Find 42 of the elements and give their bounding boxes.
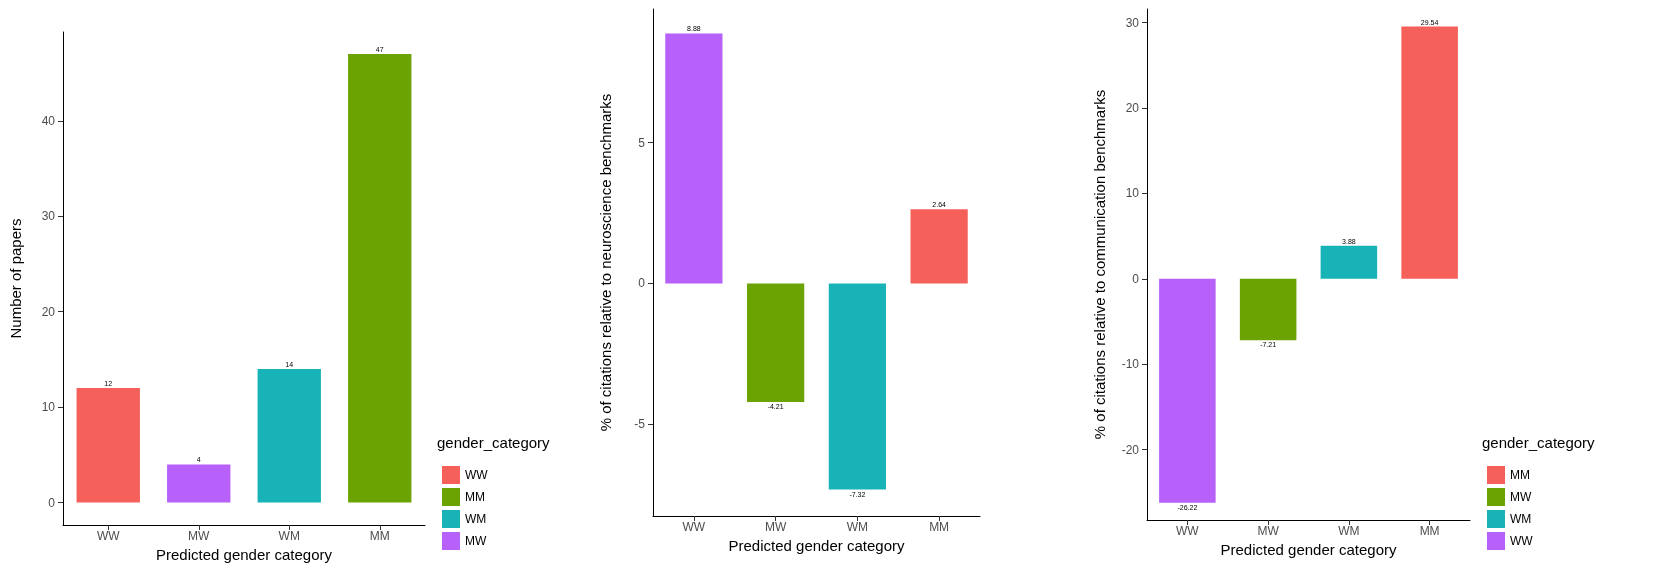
y-tick-label: 30	[41, 209, 56, 224]
y-tick-label: 0	[638, 276, 646, 291]
x-tick-label: MW	[188, 529, 211, 543]
bar	[910, 209, 968, 284]
y-axis-title: % of citations relative to communication benchmarks	[1091, 89, 1108, 440]
y-tick-label: -5	[634, 417, 646, 432]
y-tick-label: 0	[48, 495, 56, 510]
y-tick-label: -10	[1121, 357, 1140, 372]
y-tick-label: 30	[1125, 15, 1140, 30]
x-tick-label: MW	[764, 520, 787, 534]
y-tick-label: 20	[1125, 101, 1140, 116]
y-tick-label: 0	[1132, 271, 1140, 286]
legend-label: WW	[465, 468, 489, 482]
bar	[828, 283, 886, 490]
y-tick-label: 5	[638, 135, 646, 150]
y-axis-title: % of citations relative to neuroscience benchmarks	[597, 93, 614, 432]
legend-title: gender_category	[437, 434, 551, 451]
y-axis-title: Number of papers	[7, 218, 24, 339]
y-tick-label: 10	[1125, 186, 1140, 201]
x-tick-label: WM	[278, 529, 300, 543]
legend-label: MW	[1510, 490, 1532, 504]
y-tick-label: 10	[41, 400, 56, 415]
bar	[747, 283, 805, 402]
x-tick-label: WM	[846, 520, 869, 534]
x-tick-label: MM	[929, 520, 950, 534]
x-tick-label: WW	[1176, 524, 1200, 538]
legend-label: MM	[1510, 468, 1530, 482]
x-axis-title: Predicted gender category	[156, 545, 333, 563]
y-tick-label: 40	[41, 113, 56, 128]
x-tick-label: MM	[369, 529, 390, 543]
x-tick-label: WM	[1338, 524, 1360, 538]
x-tick-label: WW	[96, 529, 121, 543]
bar	[665, 33, 723, 284]
x-axis-title: Predicted gender category	[1220, 540, 1397, 558]
x-tick-label: MW	[1257, 524, 1280, 538]
legend-title: gender_category	[1482, 434, 1596, 451]
y-tick-label: 20	[41, 304, 56, 319]
x-tick-label: WW	[682, 520, 706, 534]
x-axis-title: Predicted gender category	[728, 536, 905, 554]
y-tick-label: -20	[1121, 442, 1140, 457]
x-tick-label: MM	[1419, 524, 1440, 538]
legend-label: MM	[465, 490, 485, 504]
